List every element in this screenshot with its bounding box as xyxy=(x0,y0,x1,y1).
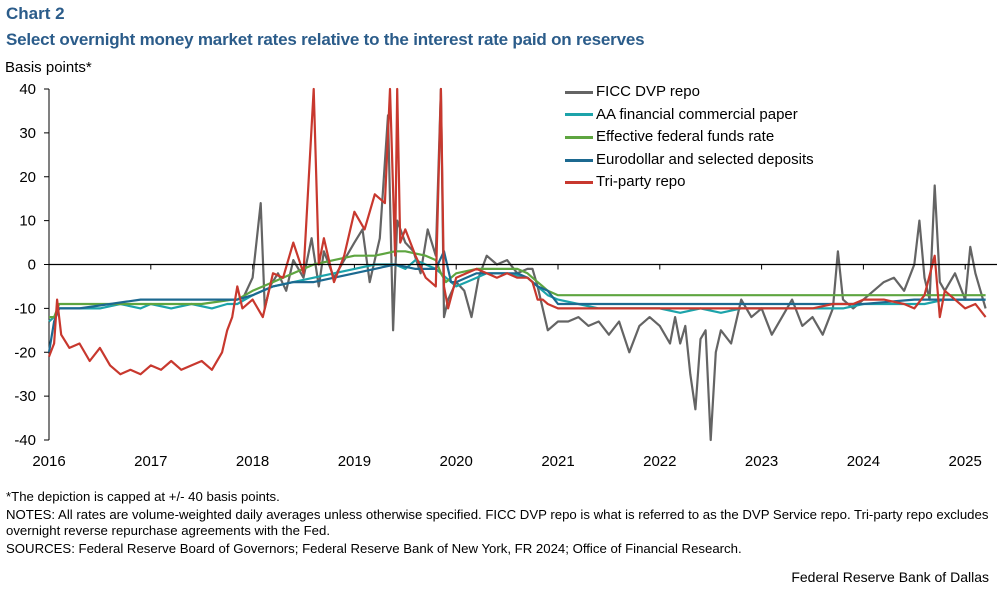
legend-swatch-cp xyxy=(565,113,593,117)
legend-label-eurodollar: Eurodollar and selected deposits xyxy=(596,150,814,168)
y-tick-label: 30 xyxy=(19,125,36,142)
y-tick-label: 20 xyxy=(19,169,36,186)
y-tick-label: -10 xyxy=(14,300,36,317)
legend-swatch-eurodollar xyxy=(565,158,593,162)
axes: 40 30 20 10 0 -10 -20 -30 -40 2016 2017 2018 2019 202… xyxy=(14,81,982,470)
x-tick-label: 2016 xyxy=(32,453,65,470)
plot-area: 40 30 20 10 0 -10 -20 -30 -40 2016 2017 2018 2019 202… xyxy=(14,81,997,470)
x-tick-label: 2025 xyxy=(949,453,982,470)
y-tick-label: -40 xyxy=(14,432,36,449)
x-tick-label: 2020 xyxy=(440,453,473,470)
y-tick-label: -30 xyxy=(14,388,36,405)
legend-label-triparty: Tri-party repo xyxy=(596,173,686,191)
series-tri-party-repo xyxy=(47,87,987,376)
legend-swatch-ficc xyxy=(565,90,593,94)
x-tick-label: 2019 xyxy=(338,453,371,470)
x-tick-label: 2022 xyxy=(643,453,676,470)
legend-label-ficc: FICC DVP repo xyxy=(596,83,700,100)
legend-label-cp: AA financial commercial paper xyxy=(596,105,798,123)
x-tick-label: 2023 xyxy=(745,453,778,470)
y-tick-label: 10 xyxy=(19,213,36,230)
chart-number: Chart 2 xyxy=(6,4,65,23)
sources-text: SOURCES: Federal Reserve Board of Govern… xyxy=(6,541,742,556)
x-tick-label: 2018 xyxy=(236,453,269,470)
x-tick-label: 2021 xyxy=(541,453,574,470)
legend-label-effr: Effective federal funds rate xyxy=(596,128,775,146)
credit-line: Federal Reserve Bank of Dallas xyxy=(791,569,989,585)
legend-item-effr: Effective federal funds rate xyxy=(565,126,814,149)
legend-item-cp: AA financial commercial paper xyxy=(565,104,814,127)
series-layer xyxy=(47,87,987,442)
notes-text: NOTES: All rates are volume-weighted dai… xyxy=(6,507,989,538)
x-tick-label: 2017 xyxy=(134,453,167,470)
footnotes: *The depiction is capped at +/- 40 basis… xyxy=(6,489,991,559)
legend-item-eurodollar: Eurodollar and selected deposits xyxy=(565,149,814,172)
legend: FICC DVP repo AA financial commercial pa… xyxy=(565,81,814,194)
y-tick-label: 0 xyxy=(28,257,36,274)
cap-note: *The depiction is capped at +/- 40 basis… xyxy=(6,489,280,504)
chart-title: Select overnight money market rates rela… xyxy=(6,30,645,49)
legend-item-triparty: Tri-party repo xyxy=(565,171,814,194)
legend-item-ficc: FICC DVP repo xyxy=(565,81,814,104)
y-axis-unit-label: Basis points* xyxy=(5,59,92,76)
y-tick-label: 40 xyxy=(19,81,36,98)
series-ficc-dvp-repo xyxy=(241,87,987,442)
legend-swatch-effr xyxy=(565,135,593,139)
y-tick-label: -20 xyxy=(14,344,36,361)
x-tick-label: 2024 xyxy=(847,453,880,470)
legend-swatch-triparty xyxy=(565,181,593,185)
